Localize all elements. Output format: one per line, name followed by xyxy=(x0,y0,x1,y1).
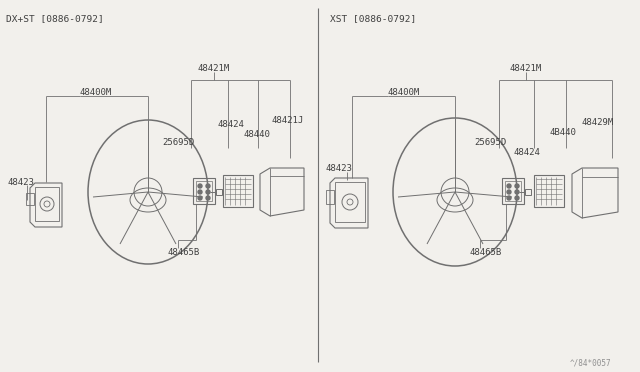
Text: 48400M: 48400M xyxy=(388,88,420,97)
Text: 48421J: 48421J xyxy=(272,116,304,125)
Circle shape xyxy=(198,184,202,188)
Text: 48421M: 48421M xyxy=(510,64,542,73)
Circle shape xyxy=(515,196,519,200)
Circle shape xyxy=(515,190,519,194)
Circle shape xyxy=(206,190,210,194)
Bar xyxy=(223,175,253,207)
Text: 48421M: 48421M xyxy=(198,64,230,73)
Bar xyxy=(525,189,531,195)
Bar xyxy=(534,175,564,207)
Bar xyxy=(216,189,222,195)
Circle shape xyxy=(515,184,519,188)
Circle shape xyxy=(507,190,511,194)
Text: 48423: 48423 xyxy=(326,164,353,173)
Bar xyxy=(26,193,34,205)
Text: 25695D: 25695D xyxy=(162,138,195,147)
Bar xyxy=(196,181,212,201)
Circle shape xyxy=(198,190,202,194)
Text: 4B440: 4B440 xyxy=(549,128,576,137)
Text: DX+ST [0886-0792]: DX+ST [0886-0792] xyxy=(6,14,104,23)
Bar xyxy=(193,178,215,204)
Circle shape xyxy=(206,196,210,200)
Text: 25695D: 25695D xyxy=(474,138,506,147)
Circle shape xyxy=(206,184,210,188)
Circle shape xyxy=(507,196,511,200)
Text: XST [0886-0792]: XST [0886-0792] xyxy=(330,14,416,23)
Text: 48465B: 48465B xyxy=(168,248,200,257)
Text: 48423: 48423 xyxy=(8,178,35,187)
Text: 48440: 48440 xyxy=(243,130,270,139)
Text: 48429M: 48429M xyxy=(582,118,614,127)
Text: 48424: 48424 xyxy=(218,120,245,129)
Text: 48424: 48424 xyxy=(514,148,541,157)
Circle shape xyxy=(507,184,511,188)
Text: 48400M: 48400M xyxy=(80,88,112,97)
Bar xyxy=(502,178,524,204)
Bar xyxy=(35,187,59,221)
Bar xyxy=(326,190,334,204)
Circle shape xyxy=(198,196,202,200)
Text: 48465B: 48465B xyxy=(470,248,502,257)
Bar xyxy=(505,181,521,201)
Text: ^/84*0057: ^/84*0057 xyxy=(570,358,612,367)
Bar xyxy=(335,182,365,222)
